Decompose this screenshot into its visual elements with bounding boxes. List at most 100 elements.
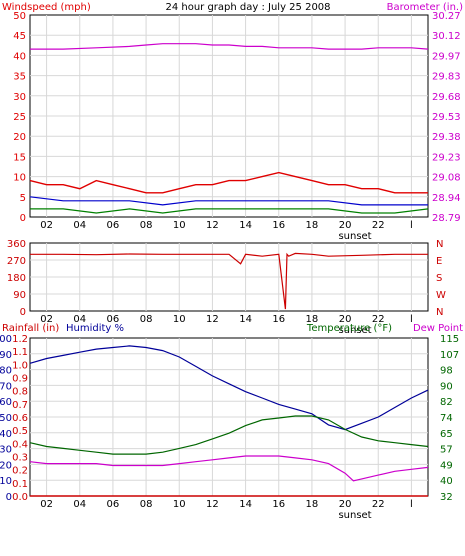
wind-xtick-label: 10	[173, 220, 186, 231]
humidity-tick-label: 80	[0, 366, 12, 377]
wind-xtick-label: 12	[206, 220, 219, 231]
humidity-series-line	[29, 345, 429, 431]
temperature-tick-label: 98	[440, 366, 453, 377]
wind-xtick-label: 16	[272, 220, 285, 231]
dew-point-axis-label: Dew Point	[413, 323, 463, 334]
humidity-xtick-label: 02	[40, 499, 53, 510]
windspeed-tick-label: 50	[13, 11, 26, 22]
windspeed-tick-label: 30	[13, 92, 26, 103]
direction-xtick-label: l	[410, 314, 413, 325]
direction-compass-tick-label: E	[436, 256, 442, 267]
rainfall-tick-label: 0.8	[12, 387, 28, 398]
direction-degree-tick-label: 360	[7, 239, 26, 250]
wind-xtick-label: 02	[40, 220, 53, 231]
rainfall-tick-label: 0.4	[12, 439, 28, 450]
barometer-axis-label: Barometer (in.)	[387, 2, 463, 13]
direction-xtick-label: 12	[206, 314, 219, 325]
direction-xtick-label: 10	[173, 314, 186, 325]
chart-title: 24 hour graph day : July 25 2008	[165, 2, 330, 13]
rainfall-axis-label: Rainfall (in)	[2, 323, 59, 334]
barometer-series-line	[30, 43, 429, 50]
humidity-xtick-label: 12	[206, 499, 219, 510]
rainfall-tick-label: 0.1	[12, 479, 28, 490]
direction-xtick-label: 06	[107, 314, 120, 325]
humidity-axis-label: Humidity %	[66, 323, 124, 334]
windspeed-tick-label: 25	[13, 112, 26, 123]
temperature-tick-label: 107	[440, 350, 459, 361]
barometer-tick-label: 28.79	[432, 213, 461, 224]
temperature-series-line	[29, 415, 429, 455]
rainfall-tick-label: 0.0	[12, 492, 28, 503]
wind-low-series-line	[30, 208, 429, 214]
wind-xtick-label: 18	[306, 220, 319, 231]
rainfall-tick-label: 0.6	[12, 413, 28, 424]
temperature-tick-label: 74	[440, 413, 453, 424]
wind-average-series-line	[29, 196, 428, 206]
direction-degree-tick-label: 0	[20, 307, 26, 318]
direction-xtick-label: 14	[239, 314, 252, 325]
humidity-xtick-label: 08	[140, 499, 153, 510]
temperature-tick-label: 32	[440, 492, 453, 503]
direction-xtick-label: 22	[372, 314, 385, 325]
windspeed-tick-label: 40	[13, 51, 26, 62]
barometer-tick-label: 29.08	[432, 173, 461, 184]
barometer-tick-label: 30.27	[432, 11, 461, 22]
wind-xtick-label: 14	[239, 220, 252, 231]
humidity-tick-label: 70	[0, 381, 12, 392]
humidity-xtick-label: 16	[272, 499, 285, 510]
humidity-xtick-label: 20	[339, 499, 352, 510]
humidity-tick-label: 40	[0, 429, 12, 440]
temperature-tick-label: 57	[440, 445, 453, 456]
barometer-tick-label: 29.23	[432, 152, 461, 163]
temperature-tick-label: 115	[440, 334, 459, 345]
direction-compass-tick-label: N	[436, 239, 443, 250]
humidity-xtick-label: 22	[372, 499, 385, 510]
direction-compass-tick-label: S	[436, 273, 442, 284]
direction-xtick-label: 18	[306, 314, 319, 325]
windspeed-tick-label: 20	[13, 132, 26, 143]
humidity-xtick-label: 18	[306, 499, 319, 510]
direction-degree-tick-label: 90	[13, 290, 26, 301]
temperature-tick-label: 90	[440, 381, 453, 392]
barometer-tick-label: 29.53	[432, 112, 461, 123]
windspeed-tick-label: 10	[13, 173, 26, 184]
wind-sunset-label: sunset	[338, 231, 371, 242]
barometer-tick-label: 29.83	[432, 72, 461, 83]
temperature-tick-label: 49	[440, 460, 453, 471]
temperature-tick-label: 65	[440, 429, 453, 440]
windspeed-tick-label: 5	[20, 193, 26, 204]
windspeed-tick-label: 35	[13, 72, 26, 83]
barometer-tick-label: 29.68	[432, 92, 461, 103]
direction-xtick-label: 04	[73, 314, 86, 325]
wind-xtick-label: 20	[339, 220, 352, 231]
humidity-tick-label: 100	[0, 334, 12, 345]
humidity-xtick-label: 10	[173, 499, 186, 510]
barometer-tick-label: 30.12	[432, 31, 461, 42]
rainfall-tick-label: 0.3	[12, 453, 28, 464]
humidity-xtick-label: 04	[73, 499, 86, 510]
direction-xtick-label: 02	[40, 314, 53, 325]
wind-xtick-label: 04	[73, 220, 86, 231]
rainfall-tick-label: 1.2	[12, 334, 28, 345]
direction-compass-tick-label: W	[436, 290, 446, 301]
direction-xtick-label: 08	[140, 314, 153, 325]
humidity-sunset-label: sunset	[338, 510, 371, 521]
barometer-tick-label: 28.94	[432, 193, 461, 204]
temperature-tick-label: 40	[440, 476, 453, 487]
barometer-tick-label: 29.38	[432, 132, 461, 143]
wind-xtick-label: 22	[372, 220, 385, 231]
rainfall-tick-label: 0.7	[12, 400, 28, 411]
wind-xtick-label: l	[410, 220, 413, 231]
wind-direction-series-line	[30, 252, 428, 310]
wind-xtick-label: 08	[140, 220, 153, 231]
rainfall-tick-label: 0.9	[12, 374, 28, 385]
humidity-tick-label: 0	[6, 492, 12, 503]
humidity-tick-label: 30	[0, 445, 12, 456]
windspeed-axis-label: Windspeed (mph)	[2, 2, 91, 13]
direction-xtick-label: 16	[272, 314, 285, 325]
humidity-tick-label: 60	[0, 397, 12, 408]
dew-point-series-line	[29, 455, 429, 482]
humidity-xtick-label: 06	[107, 499, 120, 510]
wind-xtick-label: 06	[107, 220, 120, 231]
